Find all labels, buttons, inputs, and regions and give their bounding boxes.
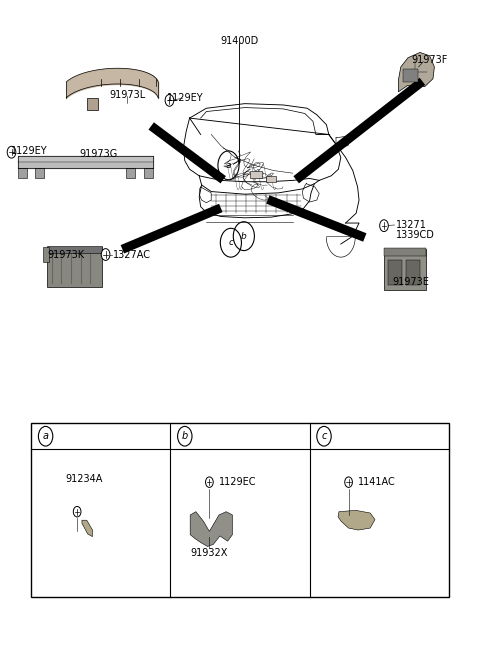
Text: c: c [321,431,327,441]
Text: 1129EY: 1129EY [167,93,203,104]
Bar [406,260,420,285]
Bar [126,168,135,178]
Bar [384,248,426,256]
Text: 1129EC: 1129EC [219,477,256,487]
Circle shape [101,249,110,260]
Bar [35,168,44,178]
Polygon shape [82,520,93,537]
Text: b: b [181,431,188,441]
Bar [250,171,262,178]
Text: c: c [228,238,233,247]
Text: 1141AC: 1141AC [358,477,396,487]
Text: 1129EY: 1129EY [11,146,47,156]
Polygon shape [190,512,232,546]
Circle shape [73,506,81,517]
Bar [144,168,153,178]
Circle shape [345,477,352,487]
Text: 91234A: 91234A [65,474,103,484]
Bar [31,423,449,597]
Text: 91973L: 91973L [109,90,145,100]
Circle shape [165,94,174,106]
Polygon shape [398,52,434,92]
Bar [87,98,98,110]
Circle shape [7,146,16,158]
Text: 91973G: 91973G [79,149,118,159]
Text: 1327AC: 1327AC [113,249,151,260]
Text: 91932X: 91932X [191,548,228,558]
Text: a: a [43,431,48,441]
Text: b: b [241,232,247,241]
Text: 91973E: 91973E [392,277,429,287]
Bar [18,168,27,178]
Text: 1339CD: 1339CD [396,230,435,240]
Bar [384,249,426,290]
Text: 91973F: 91973F [411,55,448,66]
Circle shape [380,220,388,232]
Circle shape [205,477,213,487]
Bar [47,246,102,253]
Text: 91973K: 91973K [47,249,84,260]
Bar [43,247,49,262]
Bar [403,69,418,82]
Bar [47,247,102,287]
Text: 91400D: 91400D [220,35,258,46]
Text: 13271: 13271 [396,220,427,230]
Text: a: a [226,161,231,170]
Bar [266,176,276,182]
Polygon shape [338,510,375,530]
Bar [388,260,402,285]
